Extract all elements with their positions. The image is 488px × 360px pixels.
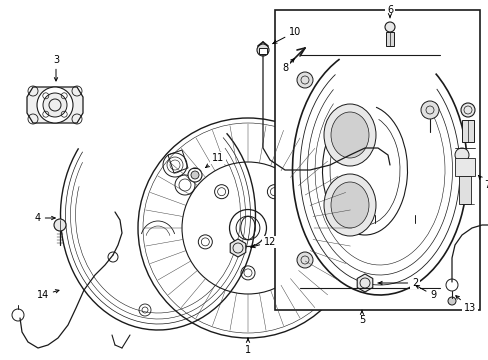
Bar — [274, 10, 479, 310]
Circle shape — [296, 72, 312, 88]
Circle shape — [257, 44, 268, 56]
Circle shape — [454, 148, 468, 162]
Text: 11: 11 — [207, 153, 224, 166]
Circle shape — [420, 101, 438, 119]
Circle shape — [191, 171, 199, 179]
Text: 6: 6 — [386, 5, 392, 18]
Circle shape — [296, 252, 312, 268]
Polygon shape — [230, 239, 245, 257]
Ellipse shape — [330, 182, 368, 228]
Circle shape — [187, 168, 202, 182]
Circle shape — [447, 297, 455, 305]
Ellipse shape — [324, 104, 375, 166]
Circle shape — [37, 87, 73, 123]
Circle shape — [445, 279, 457, 291]
Bar — [461, 120, 473, 142]
Text: 9: 9 — [417, 286, 435, 300]
Bar — [368, 227, 420, 259]
Circle shape — [460, 103, 474, 117]
Text: 3: 3 — [53, 55, 59, 79]
Polygon shape — [27, 87, 83, 123]
Bar — [385, 32, 393, 46]
Text: 12: 12 — [250, 237, 276, 247]
Bar — [458, 176, 470, 204]
Bar — [354, 205, 434, 285]
Text: 1: 1 — [244, 338, 250, 355]
Text: 2: 2 — [377, 278, 417, 288]
Ellipse shape — [324, 174, 375, 236]
Polygon shape — [364, 215, 424, 265]
Text: 14: 14 — [37, 290, 57, 300]
Ellipse shape — [330, 112, 368, 158]
Circle shape — [43, 93, 67, 117]
Text: 8: 8 — [282, 60, 292, 73]
Polygon shape — [356, 274, 372, 292]
Text: 13: 13 — [456, 297, 475, 313]
Text: 10: 10 — [272, 27, 301, 44]
Bar — [454, 158, 474, 176]
Text: 7: 7 — [479, 177, 488, 190]
Text: 4: 4 — [35, 213, 53, 223]
Circle shape — [54, 219, 66, 231]
Bar — [259, 48, 266, 54]
Circle shape — [384, 22, 394, 32]
Text: 5: 5 — [358, 310, 365, 325]
Circle shape — [108, 252, 118, 262]
